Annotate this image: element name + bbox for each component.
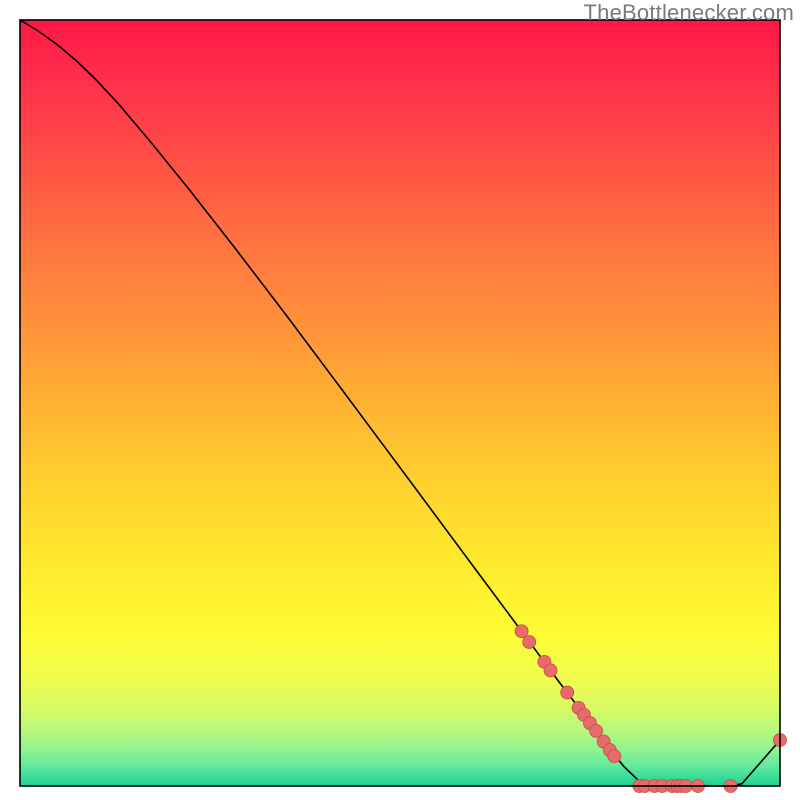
watermark-text: TheBottlenecker.com <box>584 0 794 26</box>
gradient-background <box>20 20 780 786</box>
data-marker <box>523 635 536 648</box>
data-marker <box>561 686 574 699</box>
data-marker <box>608 750 621 763</box>
data-marker <box>544 664 557 677</box>
bottleneck-chart: TheBottlenecker.com <box>0 0 800 800</box>
chart-svg <box>0 0 800 800</box>
